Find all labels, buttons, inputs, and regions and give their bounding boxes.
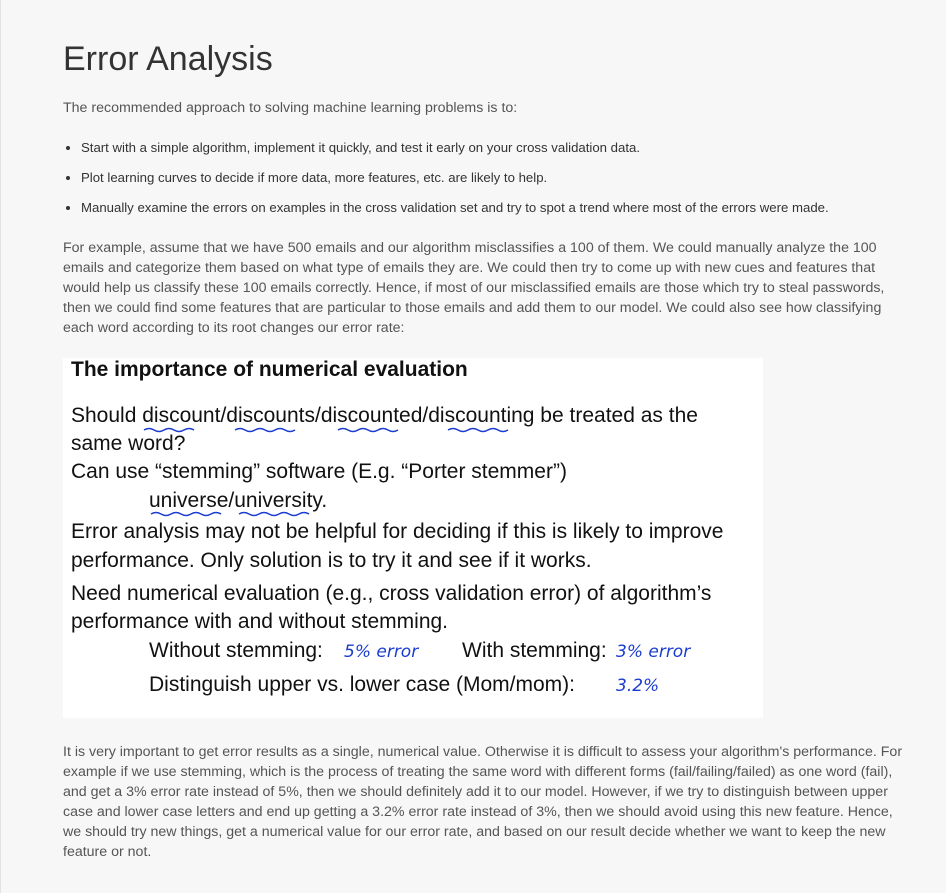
slide-line: performance with and without stemming.: [71, 610, 449, 633]
underlines: [143, 427, 509, 517]
paragraph: For example, assume that we have 500 ema…: [63, 240, 885, 336]
underline: [238, 511, 310, 517]
slide-line: Should discount/discounts/discounted/dis…: [71, 404, 698, 427]
slide-line: universe/university.: [149, 489, 328, 512]
handwritten-note: 5% error: [344, 642, 419, 662]
slide-line: same word?: [71, 432, 186, 455]
slide-line: Can use “stemming” software (E.g. “Porte…: [71, 460, 567, 483]
handwritten-note: 3% error: [616, 642, 691, 662]
slide-line: Error analysis may not be helpful for de…: [71, 520, 724, 543]
underline: [150, 511, 222, 517]
slide-image: The importance of numerical evaluation S…: [63, 358, 763, 718]
underline: [447, 427, 509, 433]
conclusion: It is very important to get error result…: [63, 744, 903, 860]
underline: [337, 427, 399, 433]
intro: The recommended approach to solving mach…: [63, 100, 518, 116]
title: Error Analysis: [63, 40, 273, 78]
slide-line: Need numerical evaluation (e.g., cross v…: [71, 582, 712, 605]
bullet: Plot learning curves to decide if more d…: [81, 168, 829, 198]
slide-line: performance. Only solution is to try it …: [71, 549, 592, 572]
handwritten-note: 3.2%: [616, 676, 660, 696]
slide-label: Without stemming:: [149, 639, 323, 662]
bullet: Manually examine the errors on examples …: [81, 198, 829, 228]
slide-label: With stemming:: [462, 639, 607, 662]
slide-label: Distinguish upper vs. lower case (Mom/mo…: [149, 673, 575, 696]
slide-title: The importance of numerical evaluation: [71, 358, 468, 381]
underline: [234, 427, 296, 433]
bullet-list: Start with a simple algorithm, implement…: [63, 138, 829, 228]
underline: [143, 427, 195, 433]
bullet: Start with a simple algorithm, implement…: [81, 138, 829, 168]
